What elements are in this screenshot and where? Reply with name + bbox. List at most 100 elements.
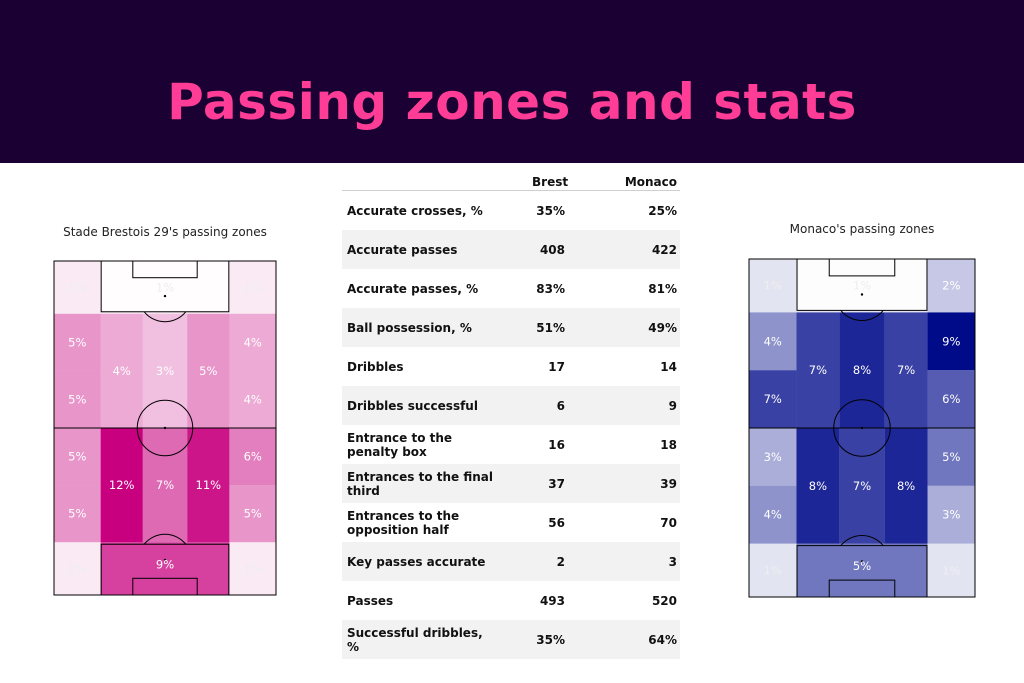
- zone-label: 1%: [244, 562, 262, 576]
- brest-value: 493: [539, 593, 565, 608]
- table-row: Ball possession, % 51% 49%: [342, 308, 680, 347]
- brest-value: 56: [548, 515, 565, 530]
- zone-label: 7%: [764, 392, 782, 406]
- top-goal-area: [828, 258, 896, 277]
- zone-cell: [100, 542, 230, 595]
- monaco-value: 9: [668, 398, 677, 413]
- top-penalty-spot: [163, 294, 167, 298]
- zone-cell: [749, 485, 797, 544]
- zone-label: 4%: [244, 392, 262, 406]
- top-penalty-spot: [860, 293, 864, 296]
- zone-label: 11%: [196, 478, 222, 492]
- zone-cell: [229, 542, 276, 595]
- brest-chart-title: Stade Brestois 29's passing zones: [63, 225, 267, 239]
- zone-label: 5%: [199, 364, 217, 378]
- stats-body: Accurate crosses, % 35% 25% Accurate passes…: [342, 191, 680, 659]
- zone-cell: [229, 313, 276, 371]
- zone-label: 1%: [853, 279, 871, 293]
- zone-label: 5%: [853, 559, 871, 573]
- center-spot: [163, 426, 167, 430]
- zone-cell: [229, 485, 276, 543]
- zone-cell: [187, 313, 230, 428]
- zone-cell: [54, 428, 101, 486]
- zone-label: 8%: [897, 479, 915, 493]
- stats-table: Brest Monaco Accurate crosses, % 35% 25% Ac…: [342, 172, 680, 659]
- stat-label: Passes: [347, 593, 394, 608]
- bottom-penalty-spot: [163, 558, 167, 562]
- stats-header-row: Brest Monaco: [342, 172, 680, 191]
- zone-label: 5%: [942, 450, 960, 464]
- zone-cell: [749, 259, 797, 313]
- brest-value: 16: [548, 437, 565, 452]
- brest-value: 37: [548, 476, 565, 491]
- zone-cell: [749, 428, 797, 486]
- brest-column-header: Brest: [532, 175, 569, 189]
- zone-label: 4%: [244, 335, 262, 349]
- top-penalty-box: [796, 258, 928, 311]
- zone-cell: [884, 312, 928, 428]
- table-row: Entrances to the final third 37 39: [342, 464, 680, 503]
- stat-label: Entrances to the final third: [347, 469, 494, 498]
- brest-value: 408: [539, 242, 565, 257]
- brest-value: 51%: [536, 320, 565, 335]
- zone-cell: [839, 428, 885, 544]
- zone-cell: [54, 313, 101, 371]
- zone-label: 4%: [113, 364, 131, 378]
- zone-label: 5%: [68, 507, 86, 521]
- monaco-value: 39: [660, 476, 677, 491]
- zone-label: 2%: [942, 279, 960, 293]
- bottom-penalty-arc: [143, 533, 187, 545]
- zone-label: 12%: [109, 478, 135, 492]
- monaco-value: 3: [668, 554, 677, 569]
- zone-label: 7%: [809, 363, 827, 377]
- stat-label: Dribbles: [347, 359, 404, 374]
- brest-value: 2: [556, 554, 565, 569]
- zone-label: 5%: [68, 392, 86, 406]
- table-row: Accurate crosses, % 35% 25%: [342, 191, 680, 230]
- zone-cell: [749, 543, 797, 597]
- zone-cell: [839, 312, 885, 428]
- zone-label: 8%: [853, 363, 871, 377]
- monaco-value: 25%: [648, 203, 677, 218]
- zone-label: 9%: [156, 557, 174, 571]
- brest-value: 6: [556, 398, 565, 413]
- stat-label: Accurate crosses, %: [347, 203, 483, 218]
- brest-value: 35%: [536, 203, 565, 218]
- center-circle: [833, 399, 891, 457]
- monaco-column-header: Monaco: [624, 175, 677, 189]
- zone-label: 1%: [68, 280, 86, 294]
- monaco-pitch-heatmap: 1% 1% 2% 4% 7% 7% 8% 7% 9% 6% 3% 4% 8% 7% 8% 5% 3% 1% 5% 1%: [748, 258, 976, 598]
- zone-label: 1%: [244, 280, 262, 294]
- zone-label: 5%: [68, 450, 86, 464]
- stat-label: Entrance to the penalty box: [347, 430, 453, 459]
- table-row: Entrance to the penalty box 16 18: [342, 425, 680, 464]
- zone-label: 5%: [68, 335, 86, 349]
- bottom-penalty-arc: [840, 534, 884, 546]
- table-row: Dribbles 17 14: [342, 347, 680, 386]
- stat-label: Accurate passes: [347, 242, 458, 257]
- zone-cell: [927, 543, 975, 597]
- page-title: Passing zones and stats: [167, 73, 857, 131]
- bottom-goal-area: [828, 579, 896, 598]
- monaco-chart-title: Monaco's passing zones: [789, 222, 935, 236]
- monaco-value: 18: [660, 437, 677, 452]
- zone-cell: [54, 485, 101, 543]
- zone-label: 6%: [244, 450, 262, 464]
- zone-label: 5%: [244, 507, 262, 521]
- top-goal-area: [132, 260, 198, 279]
- monaco-value: 520: [651, 593, 677, 608]
- zone-label: 1%: [68, 562, 86, 576]
- monaco-value: 14: [660, 359, 677, 374]
- table-row: Accurate passes 408 422: [342, 230, 680, 269]
- bottom-penalty-spot: [860, 560, 864, 563]
- header-banner: Passing zones and stats: [0, 0, 1024, 163]
- zone-cell: [749, 312, 797, 371]
- monaco-value: 49%: [648, 320, 677, 335]
- zone-label: 4%: [764, 508, 782, 522]
- monaco-value: 70: [660, 515, 677, 530]
- zone-cell: [142, 313, 188, 428]
- table-row: Entrances to the opposition half 56 70: [342, 503, 680, 542]
- zone-label: 3%: [942, 508, 960, 522]
- zone-label: 3%: [156, 364, 174, 378]
- zone-cell: [100, 428, 143, 543]
